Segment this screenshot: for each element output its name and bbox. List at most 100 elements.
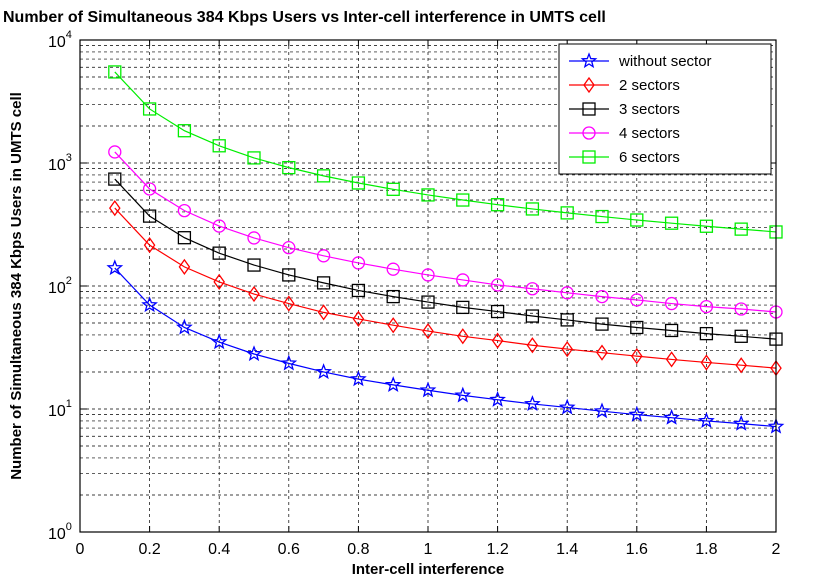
data-point bbox=[561, 340, 573, 358]
data-point bbox=[351, 256, 366, 270]
data-point bbox=[698, 412, 715, 429]
y-tick-label: 104 bbox=[48, 29, 72, 51]
x-tick-label: 0.2 bbox=[138, 541, 160, 558]
data-point bbox=[664, 216, 679, 230]
data-point bbox=[664, 323, 679, 338]
x-tick-label: 1.4 bbox=[556, 541, 578, 558]
data-point bbox=[177, 231, 192, 245]
data-point bbox=[699, 299, 714, 314]
x-tick-label: 1.8 bbox=[695, 541, 717, 558]
y-tick-label: 101 bbox=[48, 398, 72, 420]
series-2-sectors bbox=[109, 199, 782, 377]
data-point bbox=[700, 354, 713, 371]
data-point bbox=[490, 278, 505, 292]
data-point bbox=[106, 259, 124, 276]
data-point bbox=[664, 296, 679, 311]
data-point bbox=[142, 102, 157, 116]
data-point bbox=[317, 304, 330, 321]
data-point bbox=[630, 213, 644, 227]
data-point bbox=[596, 344, 608, 361]
legend-item: 6 sectors bbox=[569, 149, 680, 166]
data-point bbox=[734, 222, 748, 236]
data-point bbox=[490, 304, 505, 319]
y-tick-label: 103 bbox=[48, 152, 72, 174]
data-point bbox=[735, 357, 747, 374]
series-line bbox=[114, 267, 777, 428]
data-point bbox=[525, 309, 540, 323]
data-point bbox=[178, 258, 191, 276]
data-point bbox=[108, 172, 122, 186]
data-point bbox=[454, 386, 472, 403]
data-point bbox=[177, 124, 192, 138]
data-point bbox=[489, 390, 506, 407]
data-point bbox=[141, 296, 158, 313]
data-point bbox=[386, 262, 400, 276]
legend-label: 2 sectors bbox=[619, 77, 680, 94]
data-point bbox=[630, 293, 644, 307]
x-tick-label: 0.6 bbox=[278, 541, 300, 558]
data-point bbox=[630, 320, 644, 335]
data-point bbox=[582, 126, 596, 140]
y-tick-label: 100 bbox=[48, 521, 72, 543]
data-point bbox=[490, 198, 505, 212]
data-point bbox=[212, 219, 226, 233]
data-point bbox=[109, 199, 121, 217]
data-point bbox=[350, 370, 367, 387]
data-point bbox=[421, 268, 435, 282]
legend-label: 6 sectors bbox=[619, 149, 680, 166]
data-point bbox=[631, 348, 643, 365]
data-point bbox=[177, 203, 192, 218]
data-point bbox=[386, 182, 400, 196]
data-point bbox=[142, 209, 157, 223]
axis-ticks: 0 0.2 0.4 0.6 0.8 1 1.2 1.4 1.6 1.8 2 100 101 102 103 1… bbox=[48, 29, 781, 558]
data-point bbox=[560, 206, 574, 220]
data-point bbox=[283, 295, 295, 312]
data-point bbox=[734, 302, 748, 316]
data-point bbox=[525, 202, 540, 216]
data-point bbox=[247, 231, 261, 245]
data-point bbox=[699, 326, 714, 341]
data-point bbox=[210, 333, 228, 350]
data-point bbox=[142, 182, 157, 196]
data-point bbox=[108, 145, 122, 159]
x-tick-label: 2 bbox=[772, 541, 781, 558]
data-point bbox=[560, 286, 574, 300]
y-axis-label: Number of Simultaneous 384 Kbps Users in… bbox=[8, 92, 25, 480]
data-point bbox=[282, 268, 296, 282]
data-point bbox=[456, 300, 470, 315]
data-point bbox=[628, 405, 646, 422]
data-point bbox=[316, 169, 331, 183]
legend-item: without sector bbox=[569, 52, 712, 70]
data-point bbox=[491, 332, 504, 349]
data-point bbox=[212, 139, 226, 153]
data-point bbox=[245, 345, 263, 362]
series-without-sector bbox=[106, 259, 785, 434]
data-point bbox=[421, 188, 435, 202]
data-point bbox=[351, 283, 366, 298]
legend-item: 2 sectors bbox=[569, 76, 680, 94]
data-point bbox=[247, 151, 261, 165]
data-point bbox=[212, 246, 226, 260]
data-point bbox=[143, 236, 156, 254]
x-tick-label: 1.6 bbox=[626, 541, 648, 558]
data-point bbox=[384, 376, 402, 393]
data-point bbox=[316, 276, 331, 290]
x-tick-label: 1 bbox=[424, 541, 433, 558]
data-point bbox=[248, 285, 260, 303]
data-point bbox=[316, 249, 331, 263]
data-point bbox=[582, 150, 596, 164]
data-point bbox=[280, 354, 298, 371]
data-point bbox=[593, 402, 611, 419]
series-6-sectors bbox=[108, 65, 783, 239]
data-point bbox=[580, 52, 598, 69]
data-point bbox=[352, 310, 365, 328]
legend-label: 4 sectors bbox=[619, 125, 680, 142]
data-point bbox=[387, 317, 399, 334]
data-point bbox=[595, 317, 609, 331]
data-point bbox=[734, 329, 748, 343]
data-point bbox=[351, 176, 366, 190]
data-point bbox=[457, 328, 469, 345]
x-tick-label: 0 bbox=[76, 541, 85, 558]
